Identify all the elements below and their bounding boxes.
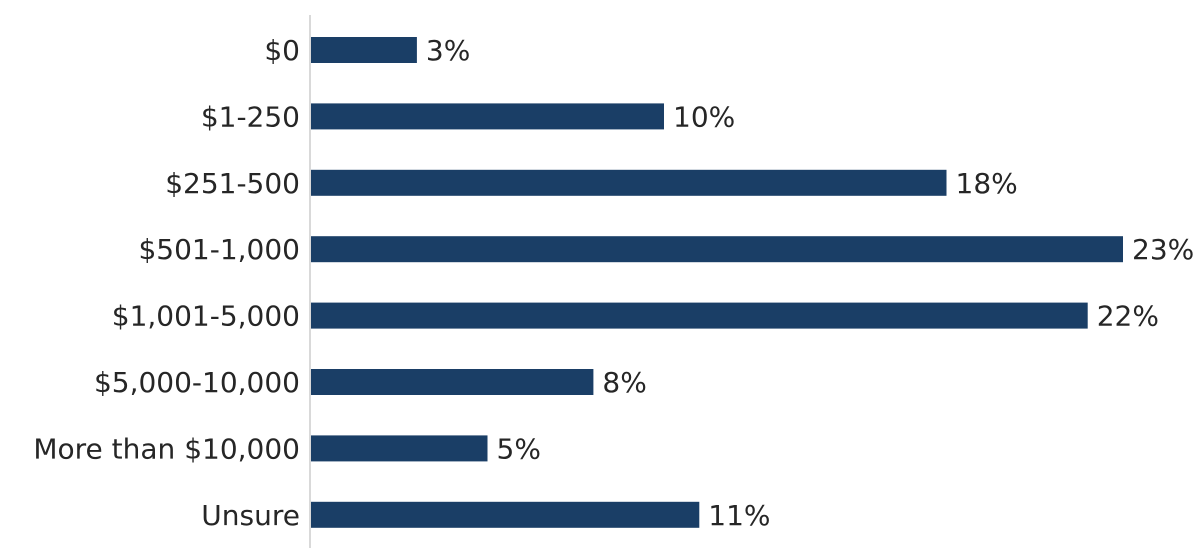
bar-0	[311, 37, 417, 63]
bar-2	[311, 169, 947, 196]
bar-6	[311, 435, 488, 462]
category-label-2: $251-500	[165, 167, 300, 200]
category-label-4: $1,001-5,000	[112, 300, 300, 333]
bar-1	[311, 103, 664, 130]
bar-5	[311, 369, 594, 395]
category-label-1: $1-250	[201, 100, 300, 133]
category-label-7: Unsure	[201, 499, 300, 532]
bar-3	[311, 236, 1123, 263]
value-label-7: 11%	[708, 499, 770, 532]
category-label-3: $501-1,000	[138, 233, 300, 266]
bars-group: $0 3% $1-250 10% $251-500 18% $501-1,000 23% $1,…	[33, 34, 1194, 532]
category-label-6: More than $10,000	[33, 432, 300, 465]
category-label-0: $0	[264, 34, 300, 67]
value-label-2: 18%	[956, 167, 1018, 200]
value-label-5: 8%	[602, 366, 646, 399]
value-label-6: 5%	[497, 432, 541, 465]
bar-4	[311, 302, 1088, 329]
category-label-5: $5,000-10,000	[94, 366, 300, 399]
bar-7	[311, 501, 700, 528]
value-label-0: 3%	[426, 34, 470, 67]
value-label-1: 10%	[673, 100, 735, 133]
value-label-4: 22%	[1097, 300, 1159, 333]
value-label-3: 23%	[1132, 233, 1194, 266]
